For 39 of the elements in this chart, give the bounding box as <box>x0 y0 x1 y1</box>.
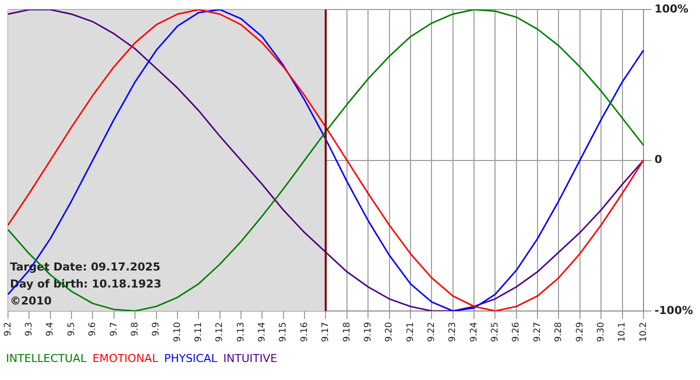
x-tick-label: 9.13 <box>236 322 246 342</box>
x-tick-label: 10.2 <box>638 322 649 342</box>
text: PHYSICAL <box>164 352 218 365</box>
text: INTELLECTUAL <box>6 352 86 365</box>
x-tick-label: 9.9 <box>152 322 162 336</box>
x-tick-label: 9.26 <box>512 322 522 342</box>
text: INTUITIVE <box>223 352 278 365</box>
x-tick-label: 9.8 <box>130 322 140 336</box>
x-tick-label: 9.5 <box>66 322 77 336</box>
x-tick-label: 9.24 <box>469 322 480 342</box>
y-tick-label: 100% <box>654 2 688 16</box>
x-tick-label: 9.20 <box>384 322 395 342</box>
x-tick-label: 9.30 <box>596 322 606 342</box>
x-tick-label: 9.15 <box>278 322 289 342</box>
x-tick-label: 9.12 <box>215 322 226 342</box>
x-tick-label: 9.17 <box>321 322 332 342</box>
x-tick-label: 9.29 <box>575 322 586 342</box>
x-tick-label: 9.16 <box>300 322 310 342</box>
x-tick-label: 9.7 <box>109 322 120 336</box>
x-tick-label: 9.21 <box>406 322 416 342</box>
x-tick-label: 9.25 <box>490 322 501 342</box>
x-tick-label: 9.27 <box>532 322 543 342</box>
y-tick-label: -100% <box>654 304 694 317</box>
x-tick-label: 9.28 <box>554 322 564 342</box>
x-tick-label: 9.4 <box>46 322 56 336</box>
annotation: ©2010 <box>10 294 52 308</box>
x-tick-label: 9.14 <box>258 322 268 342</box>
text: EMOTIONAL <box>92 352 158 365</box>
x-tick-label: 9.3 <box>24 322 35 336</box>
x-tick-label: 9.6 <box>88 322 98 336</box>
x-tick-label: 10.1 <box>618 322 628 342</box>
x-tick-label: 9.22 <box>426 322 437 342</box>
x-tick-label: 9.23 <box>448 322 458 342</box>
x-tick-label: 9.11 <box>194 322 204 342</box>
x-tick-label: 9.19 <box>363 322 374 342</box>
x-tick-label: 9.18 <box>342 322 352 342</box>
x-tick-label: 9.10 <box>172 322 183 342</box>
x-tick-label: 9.2 <box>3 322 14 336</box>
y-tick-label: 0 <box>654 153 662 166</box>
